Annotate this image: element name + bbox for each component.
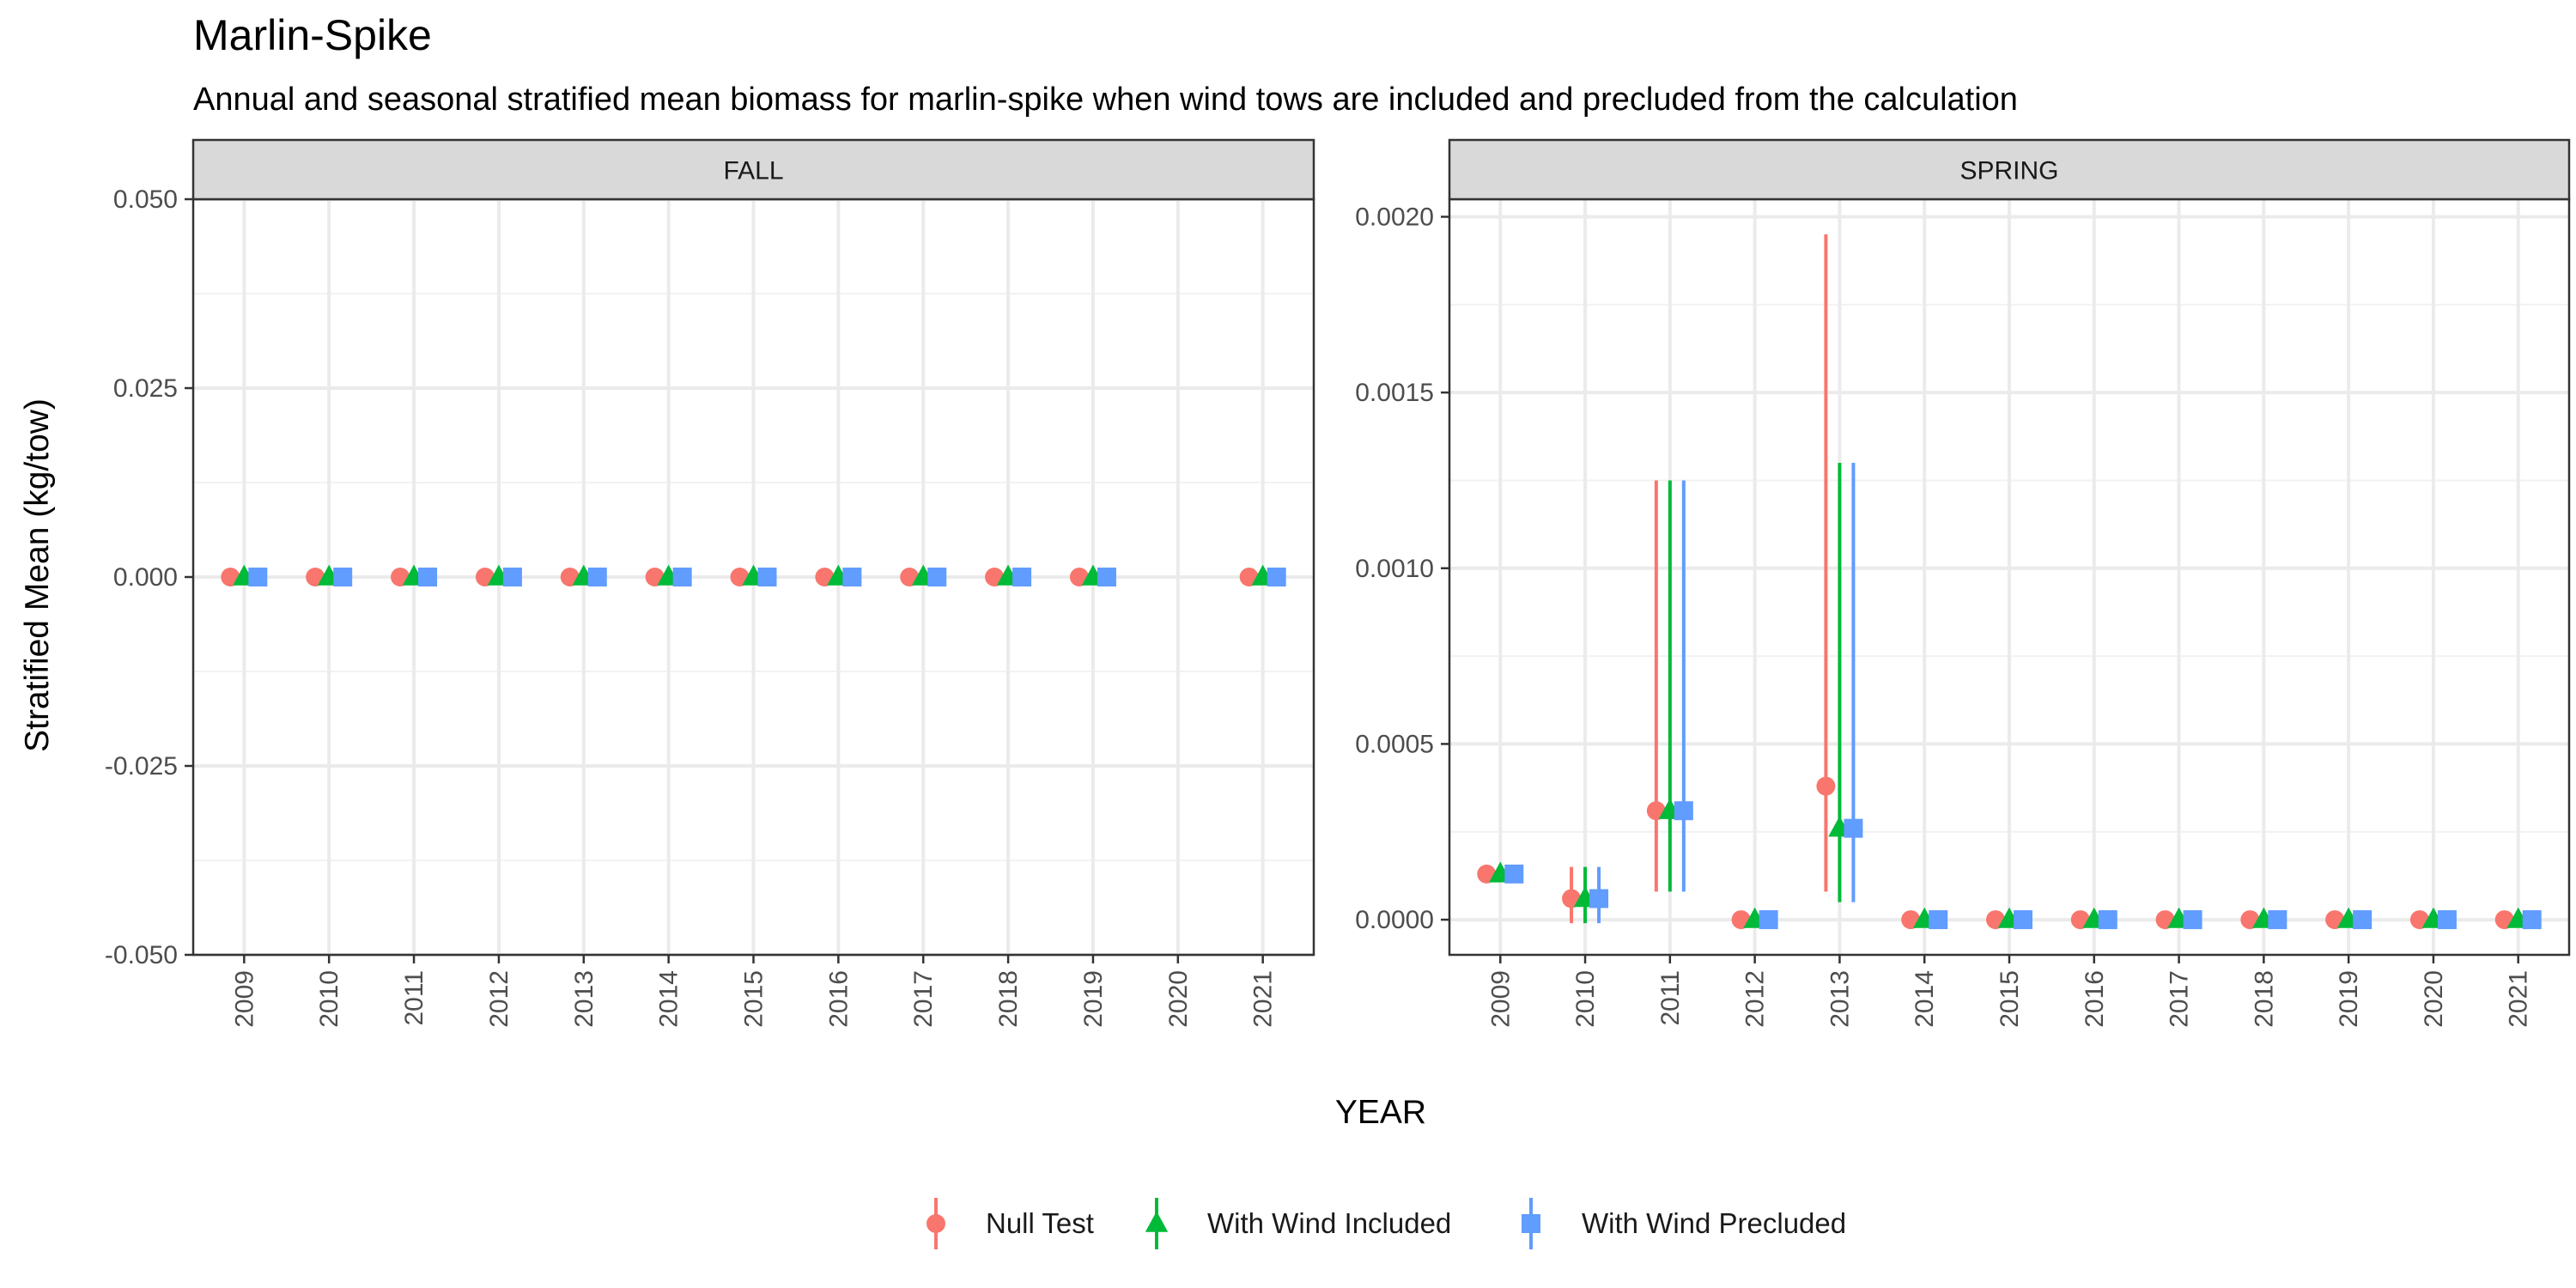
y-tick-label: 0.000 (113, 563, 178, 592)
y-tick-label: 0.0015 (1355, 379, 1434, 407)
x-tick-label: 2014 (1911, 970, 1939, 1028)
x-tick-label: 2017 (2166, 970, 2194, 1028)
x-tick-label: 2018 (2250, 970, 2278, 1028)
legend-key-marker (1522, 1214, 1540, 1233)
x-tick-label: 2020 (1164, 970, 1193, 1028)
legend-key-marker (1145, 1211, 1169, 1232)
data-point (2268, 910, 2287, 930)
x-tick-label: 2015 (740, 970, 769, 1028)
facet-strip (191, 138, 1315, 201)
y-tick-label: 0.025 (113, 374, 178, 403)
panel-fall: FALL -0.050 -0.025 0.000 0.025 0.050 2009 2010 2… (105, 138, 1315, 1028)
x-tick-label: 2019 (1079, 970, 1108, 1028)
x-tick-label: 2019 (2335, 970, 2363, 1028)
y-tick-label: 0.0010 (1355, 555, 1434, 583)
legend-label: Null Test (986, 1207, 1094, 1239)
data-point (2437, 910, 2457, 930)
x-tick-label: 2016 (2081, 970, 2109, 1028)
x-tick-label: 2018 (994, 970, 1023, 1028)
facet-label: SPRING (1959, 157, 2058, 185)
x-tick-label: 2012 (485, 970, 513, 1028)
data-point (1816, 776, 1836, 796)
facet-strip (1448, 138, 2571, 201)
x-tick-label: 2012 (1741, 970, 1770, 1028)
facet-label: FALL (723, 157, 783, 185)
y-tick-label: 0.0000 (1355, 906, 1434, 934)
x-tick-label: 2011 (1656, 970, 1685, 1026)
x-tick-label: 2010 (1571, 970, 1600, 1028)
legend-label: With Wind Precluded (1582, 1207, 1846, 1239)
panel-spring: SPRING 0.0000 0.0005 0.0010 0.0015 0.0020 2009… (1355, 138, 2571, 1028)
data-point (2353, 910, 2372, 930)
legend-key-marker (927, 1214, 945, 1233)
x-axis-title: YEAR (1335, 1094, 1426, 1131)
chart-title: Marlin-Spike (193, 11, 432, 59)
x-tick-label: 2009 (1486, 970, 1515, 1028)
legend-label: With Wind Included (1207, 1207, 1451, 1239)
chart-subtitle: Annual and seasonal stratified mean biom… (193, 82, 2018, 118)
panels: FALL -0.050 -0.025 0.000 0.025 0.050 2009 2010 2… (105, 138, 2571, 1028)
data-point (757, 568, 777, 586)
data-point (2014, 910, 2032, 930)
data-point (1267, 568, 1286, 586)
x-tick-label: 2016 (824, 970, 853, 1028)
x-tick-label: 2020 (2420, 970, 2448, 1028)
data-point (1844, 818, 1863, 838)
data-point (333, 568, 353, 586)
data-point (927, 568, 947, 586)
data-point (1012, 568, 1032, 586)
legend-item: Null Test (927, 1198, 1094, 1249)
y-axis-title: Stratified Mean (kg/tow) (19, 398, 56, 752)
data-point (842, 568, 862, 586)
data-point (1674, 801, 1693, 821)
data-point (502, 568, 522, 586)
data-point (672, 568, 692, 586)
data-point (1097, 568, 1116, 586)
x-tick-label: 2009 (230, 970, 258, 1028)
data-point (248, 568, 268, 586)
x-tick-label: 2021 (2505, 970, 2533, 1028)
x-tick-label: 2014 (655, 970, 683, 1028)
x-tick-label: 2013 (570, 970, 598, 1028)
x-tick-label: 2011 (400, 970, 428, 1026)
x-tick-label: 2021 (1249, 970, 1278, 1028)
data-point (1929, 910, 1948, 930)
legend: Null Test With Wind Included With Wind Pre… (927, 1198, 1846, 1249)
data-point (418, 568, 438, 586)
y-tick-label: 0.0005 (1355, 730, 1434, 758)
data-point (587, 568, 607, 586)
data-point (2098, 910, 2117, 930)
data-point (2522, 910, 2542, 930)
data-point (2183, 910, 2202, 930)
legend-item: With Wind Included (1145, 1198, 1451, 1249)
y-tick-label: -0.050 (105, 941, 178, 969)
data-point (1589, 889, 1609, 908)
x-tick-label: 2010 (315, 970, 343, 1028)
y-tick-label: 0.050 (113, 185, 178, 214)
y-tick-label: 0.0020 (1355, 203, 1434, 231)
legend-item: With Wind Precluded (1522, 1198, 1846, 1249)
data-point (1759, 910, 1778, 930)
y-tick-label: -0.025 (105, 752, 178, 781)
x-tick-label: 2017 (909, 970, 938, 1028)
x-tick-label: 2013 (1826, 970, 1854, 1028)
x-tick-label: 2015 (1996, 970, 2024, 1028)
data-point (1504, 864, 1524, 884)
